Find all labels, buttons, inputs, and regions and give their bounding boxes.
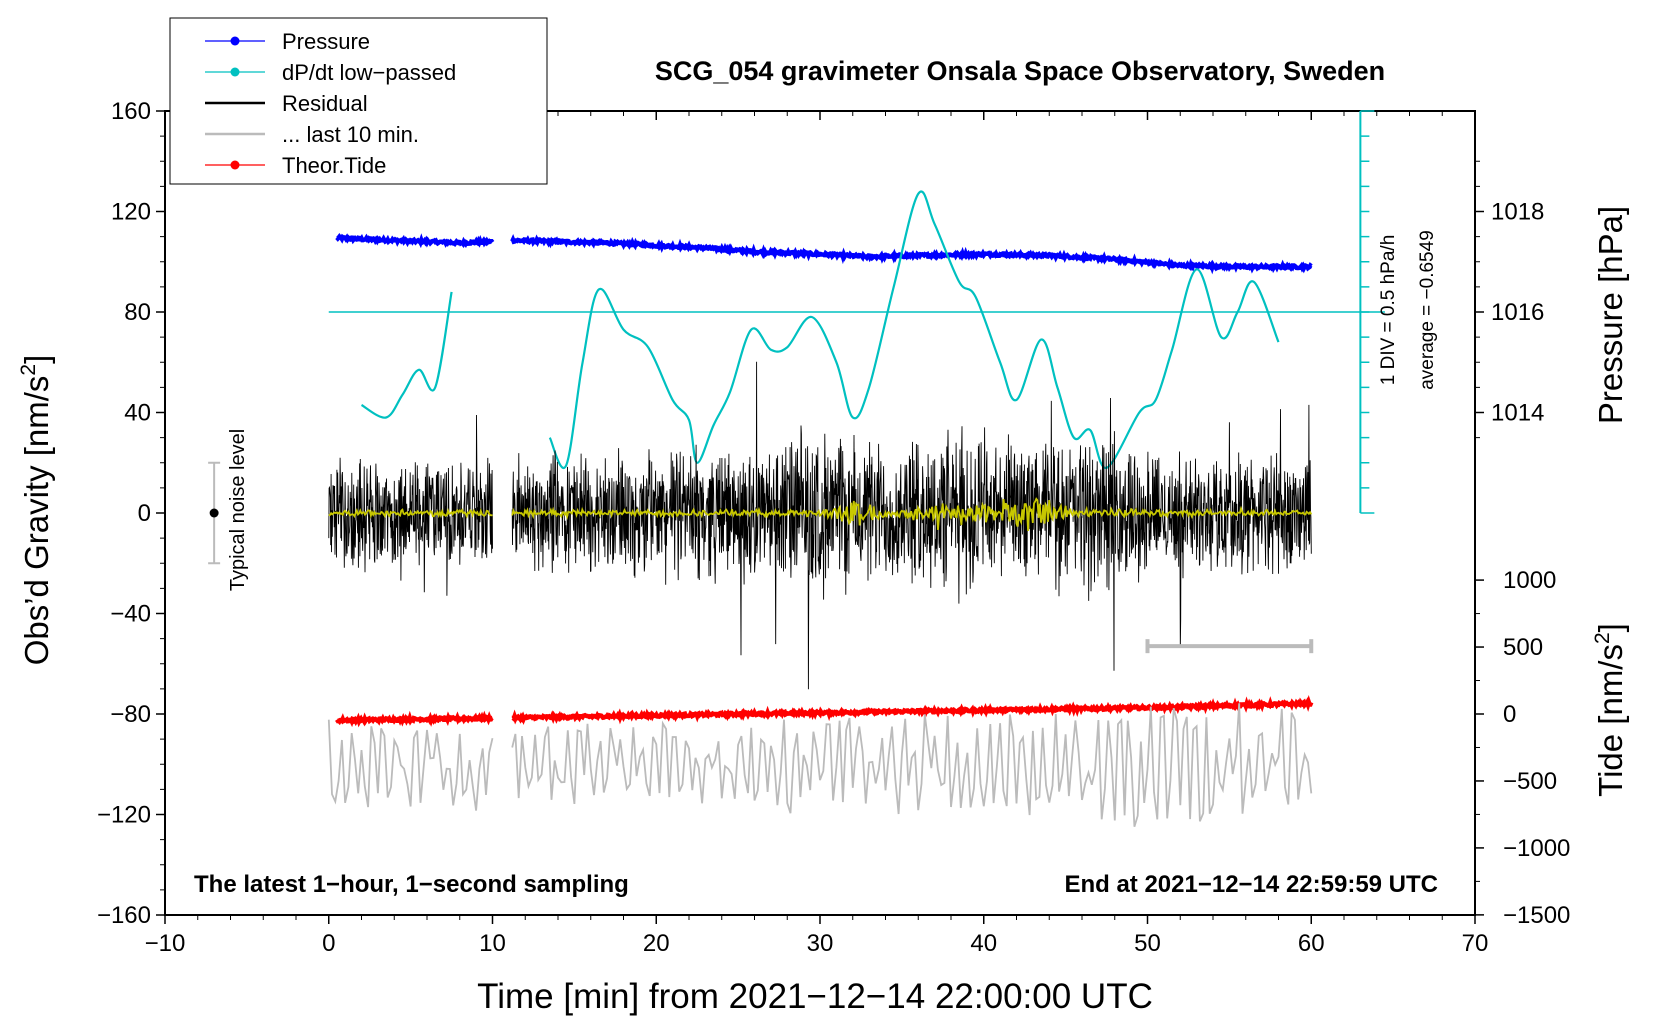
note-latest-hour: The latest 1−hour, 1−second sampling [194, 871, 629, 898]
chart-title: SCG_054 gravimeter Onsala Space Observat… [655, 56, 1385, 86]
dpdt-scale-div-label: 1 DIV = 0.5 hPa/h [1378, 235, 1399, 386]
y-tick-label: −160 [97, 902, 151, 929]
pressure-tick-label: 1014 [1491, 400, 1544, 427]
legend-marker [230, 36, 240, 46]
x-axis-label: Time [min] from 2021−12−14 22:00:00 UTC [477, 977, 1153, 1016]
tide-tick-label: −500 [1503, 768, 1557, 795]
x-tick-label: 20 [643, 930, 670, 957]
legend-label: Theor.Tide [282, 153, 386, 178]
legend-label: ... last 10 min. [282, 122, 419, 147]
tide-tick-label: 0 [1503, 701, 1516, 728]
note-end-time: End at 2021−12−14 22:59:59 UTC [1064, 871, 1438, 898]
residual-low-passed-line [511, 497, 1313, 532]
x-tick-label: 30 [807, 930, 834, 957]
tide-tick-label: −1000 [1503, 835, 1570, 862]
x-tick-label: 50 [1134, 930, 1161, 957]
y-axis-label-tide-sup: 2 [1591, 632, 1614, 644]
last-10-min-line [327, 719, 494, 811]
y-axis-label-gravity-end: ] [18, 355, 55, 364]
x-tick-label: 40 [970, 930, 997, 957]
y-axis-label-tide-end: ] [1592, 623, 1629, 632]
y-axis-label-tide-text: Tide [nm/s [1592, 644, 1629, 797]
y-tick-label: 120 [111, 199, 151, 226]
x-tick-label: −10 [145, 930, 186, 957]
legend-marker [230, 160, 240, 170]
legend: Pressure dP/dt low−passed Residual ... last… [169, 17, 548, 185]
noise-level-label: Typical noise level [227, 429, 249, 591]
residual-low-passed-line [328, 507, 493, 519]
y-tick-label: 80 [124, 299, 151, 326]
residual-line [511, 361, 1312, 690]
dp-dt-low-passed-line [360, 291, 453, 419]
y-tick-label: 40 [124, 400, 151, 427]
legend-label: Residual [282, 91, 368, 116]
y-tick-label: 0 [138, 500, 151, 527]
y-tick-label: −40 [110, 601, 151, 628]
y-axis-label-gravity-text: Obs’d Gravity [nm/s [18, 376, 55, 666]
annotation-layer: SCG_054 gravimeter Onsala Space Observat… [17, 56, 1629, 1016]
tide-tick-label: 1000 [1503, 567, 1556, 594]
tide-tick-label: −1500 [1503, 902, 1570, 929]
y-axis-label-tide: Tide [nm/s2] [1591, 623, 1629, 797]
x-tick-label: 0 [322, 930, 335, 957]
legend-label: dP/dt low−passed [282, 60, 456, 85]
last-10-min-line [511, 703, 1313, 827]
y-axis-label-gravity: Obs’d Gravity [nm/s2] [17, 355, 55, 666]
legend-marker [230, 67, 240, 77]
axes-layer: −10 0 10 20 30 40 50 60 70 160 120 80 40 0 −40 −80 −120 −… [97, 98, 1570, 957]
residual-line [328, 414, 493, 596]
dpdt-scale-average-label: average = −0.6549 [1417, 230, 1438, 390]
theor-tide-line [511, 694, 1314, 725]
pressure-tick-label: 1016 [1491, 299, 1544, 326]
series-layer [208, 110, 1385, 827]
x-tick-label: 10 [479, 930, 506, 957]
legend-label: Pressure [282, 29, 370, 54]
tide-tick-label: 500 [1503, 634, 1543, 661]
theor-tide-line [335, 710, 494, 728]
y-tick-label: −120 [97, 802, 151, 829]
y-axis-label-pressure: Pressure [hPa] [1592, 206, 1629, 424]
y-axis-label-gravity-sup: 2 [17, 364, 40, 376]
pressure-line [335, 232, 495, 249]
legend-box [169, 17, 548, 185]
y-tick-label: 160 [111, 98, 151, 125]
x-tick-label: 60 [1298, 930, 1325, 957]
dp-dt-low-passed-line [548, 190, 1280, 469]
noise-level-dot [209, 508, 219, 518]
x-tick-label: 70 [1462, 930, 1489, 957]
pressure-line [510, 234, 1313, 275]
pressure-tick-label: 1018 [1491, 199, 1544, 226]
y-tick-label: −80 [110, 701, 151, 728]
